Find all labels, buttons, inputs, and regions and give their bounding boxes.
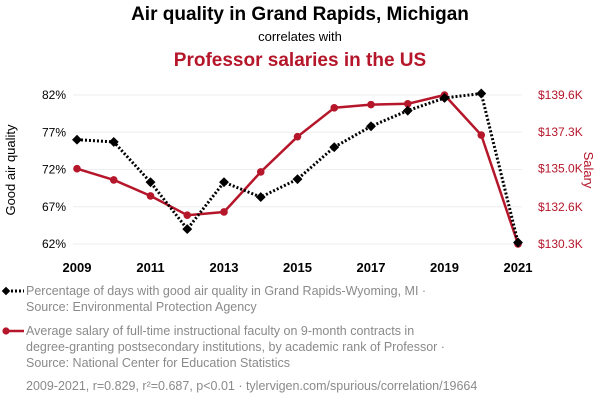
salary-point-2018 bbox=[403, 100, 412, 108]
left-tick-label-1: 67% bbox=[42, 200, 66, 214]
salary-point-2016 bbox=[330, 104, 339, 112]
x-axis-ticks: 2009 2011 2013 2015 2017 2019 2021 bbox=[63, 260, 533, 275]
x-tick-label-3: 2015 bbox=[283, 260, 312, 275]
air-quality-point-2011 bbox=[145, 177, 156, 188]
air-quality-point-2015 bbox=[292, 174, 303, 185]
legend-air-quality-line-1: Percentage of days with good air quality… bbox=[26, 284, 426, 298]
air-quality-point-2020 bbox=[476, 88, 487, 99]
salary-point-2012 bbox=[183, 211, 192, 219]
right-tick-label-3: $137.3K bbox=[538, 125, 583, 139]
salary-point-2009 bbox=[73, 164, 81, 173]
right-axis-ticks: $130.3K $132.6K $135.0K $137.3K $139.6K bbox=[538, 88, 583, 251]
x-tick-label-0: 2009 bbox=[63, 260, 92, 275]
x-tick-label-6: 2021 bbox=[504, 260, 533, 275]
legend-salary-line-3: Source: National Center for Education St… bbox=[26, 356, 290, 370]
chart-subtitle: correlates with bbox=[258, 29, 342, 44]
air-quality-point-2014 bbox=[255, 192, 266, 203]
air-quality-point-2009 bbox=[72, 134, 82, 145]
legend-swatch-salary bbox=[2, 327, 24, 335]
salary-point-2020 bbox=[477, 131, 486, 139]
air-quality-point-2018 bbox=[402, 105, 413, 116]
air-quality-point-2016 bbox=[329, 142, 340, 153]
footer-stats: 2009-2021, r=0.829, r²=0.687, p<0.01 · t… bbox=[26, 379, 477, 393]
chart-title: Air quality in Grand Rapids, Michigan bbox=[131, 4, 469, 25]
left-tick-label-4: 82% bbox=[42, 88, 66, 102]
x-tick-label-5: 2019 bbox=[430, 260, 459, 275]
salary-point-2017 bbox=[367, 100, 375, 109]
legend-swatch-air-quality bbox=[1, 286, 24, 296]
left-tick-label-0: 62% bbox=[42, 237, 66, 251]
x-tick-label-2: 2013 bbox=[210, 260, 239, 275]
air-quality-point-2010 bbox=[108, 136, 119, 147]
legend-salary-line-2: degree-granting postsecondary institutio… bbox=[26, 340, 445, 354]
right-tick-label-0: $130.3K bbox=[538, 237, 583, 251]
salary-point-2015 bbox=[293, 132, 302, 141]
legend-salary-line-1: Average salary of full-time instructiona… bbox=[26, 324, 414, 338]
x-tick-label-4: 2017 bbox=[357, 260, 386, 275]
salary-point-2014 bbox=[256, 168, 265, 176]
right-tick-label-1: $132.6K bbox=[538, 200, 583, 214]
air-quality-point-2013 bbox=[219, 177, 229, 188]
gridlines bbox=[73, 94, 522, 245]
legend: Percentage of days with good air quality… bbox=[1, 284, 445, 370]
left-axis-ticks: 62% 67% 72% 77% 82% bbox=[42, 88, 66, 251]
chart-title-secondary: Professor salaries in the US bbox=[174, 50, 426, 71]
plot-area bbox=[72, 88, 523, 248]
left-tick-label-3: 77% bbox=[42, 125, 66, 139]
salary-point-2010 bbox=[109, 176, 118, 184]
right-tick-label-2: $135.0K bbox=[538, 162, 583, 176]
salary-point-2011 bbox=[146, 192, 155, 200]
salary-point-2013 bbox=[220, 208, 228, 216]
legend-air-quality-line-2: Source: Environmental Protection Agency bbox=[26, 300, 257, 314]
left-axis-label: Good air quality bbox=[3, 124, 18, 216]
air-quality-point-2021 bbox=[513, 237, 523, 248]
right-tick-label-4: $139.6K bbox=[538, 88, 583, 102]
air-quality-point-2012 bbox=[182, 224, 193, 235]
right-axis-label: Salary bbox=[581, 152, 596, 189]
left-tick-label-2: 72% bbox=[42, 163, 66, 177]
x-tick-label-1: 2011 bbox=[136, 260, 164, 275]
air-quality-series-line bbox=[76, 92, 520, 243]
